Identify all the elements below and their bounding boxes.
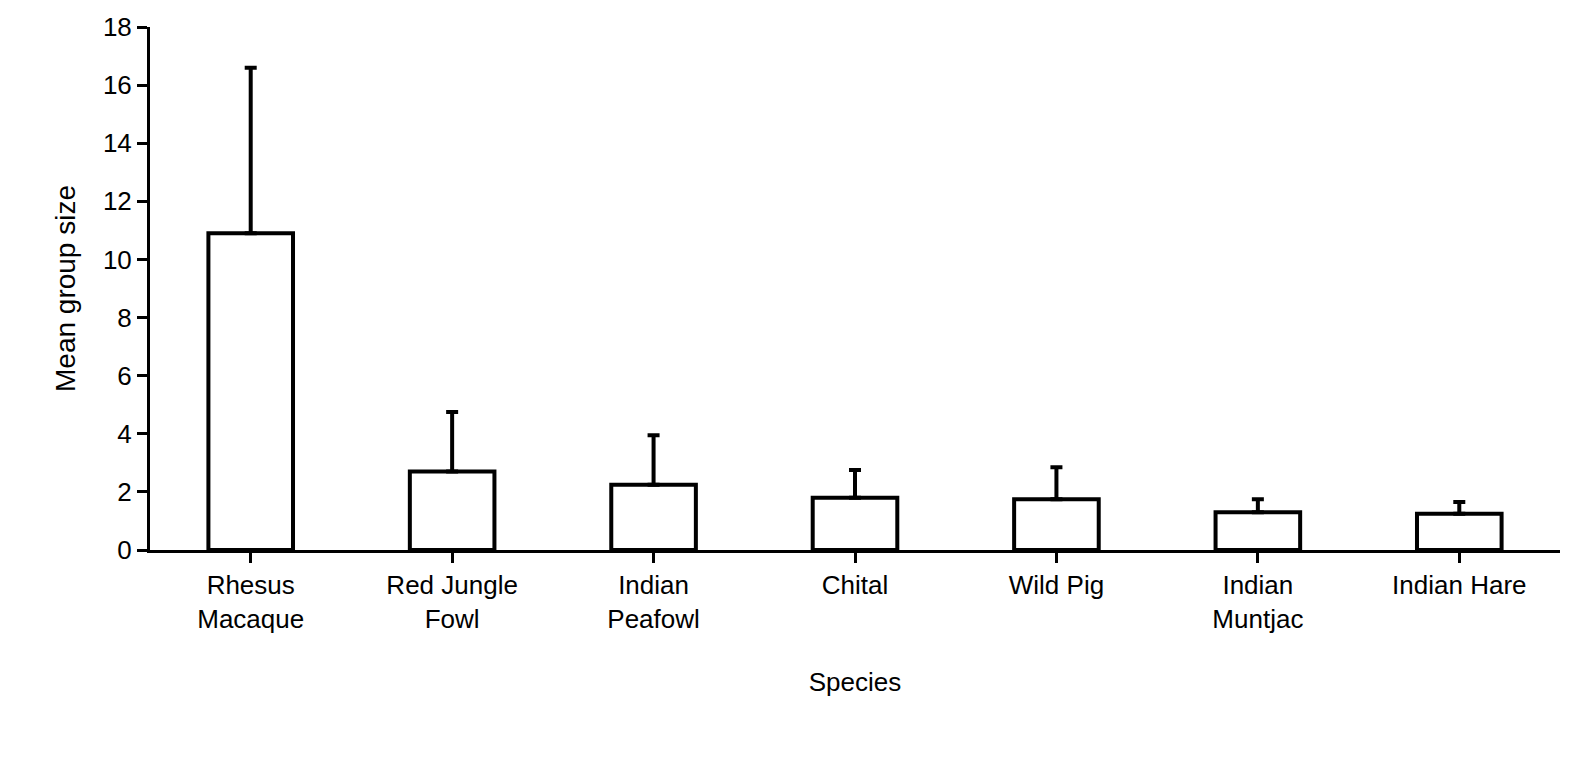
svg-text:0: 0	[117, 535, 131, 565]
svg-text:18: 18	[103, 12, 132, 42]
svg-text:14: 14	[103, 128, 132, 158]
svg-text:8: 8	[117, 303, 131, 333]
svg-text:IndianMuntjac: IndianMuntjac	[1212, 570, 1303, 634]
svg-text:12: 12	[103, 186, 132, 216]
svg-text:4: 4	[117, 419, 131, 449]
svg-text:16: 16	[103, 70, 132, 100]
svg-text:Species: Species	[809, 667, 902, 697]
svg-text:IndianPeafowl: IndianPeafowl	[607, 570, 700, 634]
svg-text:RhesusMacaque: RhesusMacaque	[197, 570, 304, 634]
svg-text:Chital: Chital	[822, 570, 888, 600]
svg-text:6: 6	[117, 361, 131, 391]
svg-text:10: 10	[103, 245, 132, 275]
svg-text:Red JungleFowl: Red JungleFowl	[386, 570, 518, 634]
svg-text:Mean group size: Mean group size	[50, 185, 81, 392]
svg-text:Wild Pig: Wild Pig	[1009, 570, 1104, 600]
svg-text:2: 2	[117, 477, 131, 507]
svg-text:Indian Hare: Indian Hare	[1392, 570, 1526, 600]
